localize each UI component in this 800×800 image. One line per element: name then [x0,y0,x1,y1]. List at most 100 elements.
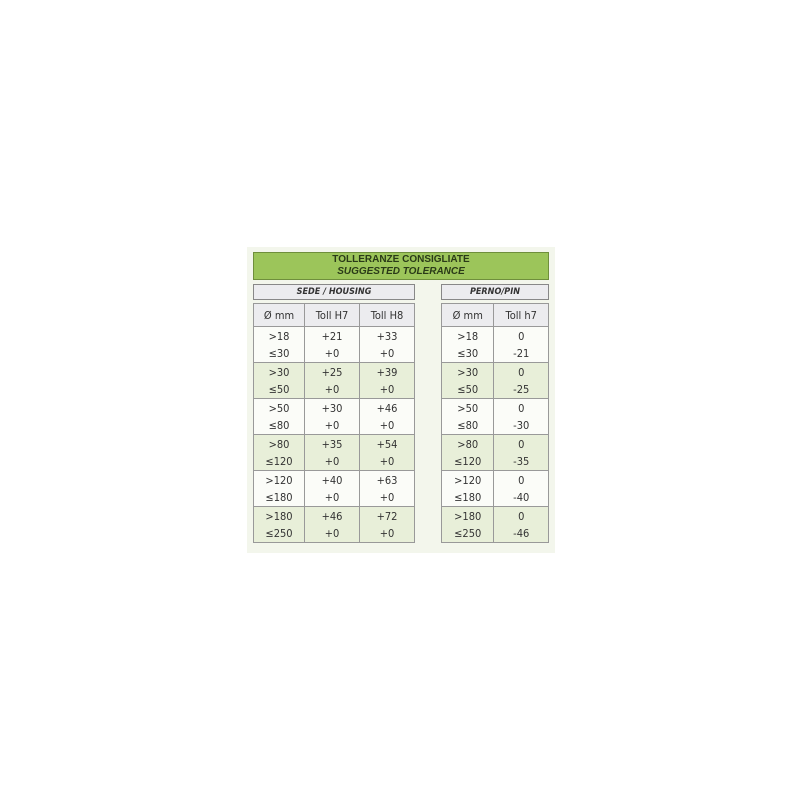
cell-upper: >180 [454,509,482,523]
cell-upper: >50 [268,401,290,415]
cell-upper: >30 [457,365,479,379]
table-cell: +33 +0 [359,326,415,363]
table-row: >50 ≤80 0 -30 [440,398,549,435]
cell-lower: +0 [324,526,340,540]
cell-lower: +0 [324,418,340,432]
table-cell: >80 ≤120 [440,434,495,471]
table-cell: >80 ≤120 [252,434,306,471]
cell-upper: +46 [321,509,343,523]
cell-upper: +30 [321,401,343,415]
table-cell: >120 ≤180 [440,470,495,507]
cell-lower: ≤180 [265,490,293,504]
cell-upper: >120 [454,473,482,487]
cell-lower: +0 [379,454,395,468]
cell-upper: +72 [376,509,398,523]
table-cell: >18 ≤30 [252,326,306,363]
table-cell: +46 +0 [304,506,361,543]
cell-lower: ≤120 [265,454,293,468]
cell-upper: +35 [321,437,343,451]
table-cell: >50 ≤80 [252,398,306,435]
cell-upper: +25 [321,365,343,379]
column-header: Toll h7 [493,303,549,327]
table-cell: +25 +0 [304,362,361,399]
table-cell: >120 ≤180 [252,470,306,507]
table-cell: >30 ≤50 [252,362,306,399]
table-cell: +54 +0 [359,434,415,471]
table-cell: +46 +0 [359,398,415,435]
cell-upper: >30 [268,365,290,379]
table-row: >50 ≤80 +30 +0 +46 +0 [252,398,415,435]
cell-lower: +0 [379,382,395,396]
cell-lower: +0 [379,346,395,360]
table-cell: >30 ≤50 [440,362,495,399]
cell-lower: +0 [324,346,340,360]
cell-upper: >80 [457,437,479,451]
column-header: Ø mm [252,303,306,327]
cell-lower: -35 [513,454,530,468]
table-cell: +72 +0 [359,506,415,543]
table-cell: +39 +0 [359,362,415,399]
table-cell: >180 ≤250 [252,506,306,543]
table-cell: +21 +0 [304,326,361,363]
table-row: >18 ≤30 0 -21 [440,326,549,363]
header-row: Ø mm Toll h7 [440,303,549,327]
title-english: SUGGESTED TOLERANCE [337,266,465,277]
cell-upper: +39 [376,365,398,379]
cell-upper: 0 [518,329,525,343]
cell-lower: +0 [379,490,395,504]
pin-table: Ø mm Toll h7 >18 ≤30 0 -21 >30 ≤50 0 -25 >50 ≤80 0 -3… [440,303,549,543]
table-row: >120 ≤180 +40 +0 +63 +0 [252,470,415,507]
cell-upper: >50 [457,401,479,415]
cell-upper: >120 [265,473,293,487]
pin-header: PERNO/PIN [441,284,549,300]
cell-upper: >18 [457,329,479,343]
cell-lower: -30 [513,418,530,432]
cell-lower: +0 [324,490,340,504]
table-cell: 0 -21 [493,326,549,363]
table-cell: +30 +0 [304,398,361,435]
cell-lower: -21 [513,346,530,360]
table-row: >180 ≤250 0 -46 [440,506,549,543]
cell-lower: -46 [513,526,530,540]
column-header: Toll H8 [359,303,415,327]
cell-upper: 0 [518,437,525,451]
table-cell: >180 ≤250 [440,506,495,543]
cell-upper: +63 [376,473,398,487]
cell-upper: 0 [518,473,525,487]
cell-lower: +0 [324,382,340,396]
table-cell: 0 -35 [493,434,549,471]
cell-upper: >80 [268,437,290,451]
table-cell: 0 -40 [493,470,549,507]
cell-lower: ≤30 [457,346,479,360]
table-cell: 0 -25 [493,362,549,399]
cell-lower: ≤120 [454,454,482,468]
table-cell: 0 -30 [493,398,549,435]
table-cell: +35 +0 [304,434,361,471]
cell-lower: ≤180 [454,490,482,504]
cell-upper: +40 [321,473,343,487]
cell-upper: >18 [268,329,290,343]
cell-lower: ≤250 [265,526,293,540]
table-row: >30 ≤50 +25 +0 +39 +0 [252,362,415,399]
table-row: >18 ≤30 +21 +0 +33 +0 [252,326,415,363]
cell-upper: 0 [518,401,525,415]
table-cell: +63 +0 [359,470,415,507]
cell-upper: +33 [376,329,398,343]
table-row: >120 ≤180 0 -40 [440,470,549,507]
column-header: Toll H7 [304,303,361,327]
housing-table: Ø mm Toll H7 Toll H8 >18 ≤30 +21 +0 +33 +0 >30 ≤50… [252,303,415,543]
cell-upper: +54 [376,437,398,451]
cell-lower: -40 [513,490,530,504]
table-row: >80 ≤120 +35 +0 +54 +0 [252,434,415,471]
cell-lower: ≤80 [457,418,479,432]
cell-lower: +0 [324,454,340,468]
table-cell: +40 +0 [304,470,361,507]
housing-header: SEDE / HOUSING [253,284,415,300]
cell-upper: +46 [376,401,398,415]
table-title: TOLLERANZE CONSIGLIATE SUGGESTED TOLERAN… [253,252,549,280]
cell-lower: ≤80 [268,418,290,432]
cell-lower: -25 [513,382,530,396]
table-row: >80 ≤120 0 -35 [440,434,549,471]
cell-upper: 0 [518,509,525,523]
table-row: >30 ≤50 0 -25 [440,362,549,399]
